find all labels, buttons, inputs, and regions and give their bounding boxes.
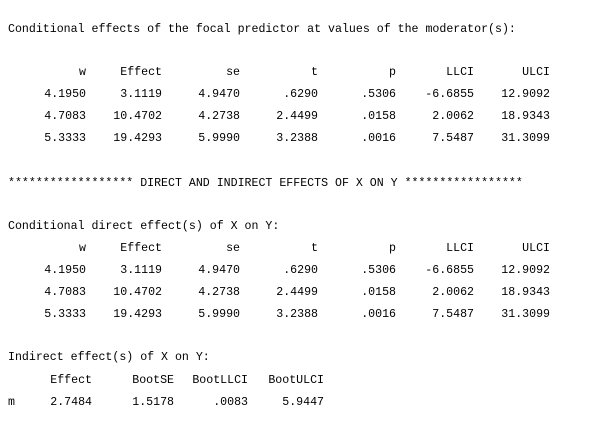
cell: 4.2738: [198, 286, 240, 299]
cell: 12.9092: [501, 88, 550, 101]
cell: 2.0062: [432, 110, 474, 123]
column-header: p: [389, 66, 396, 79]
cell: -6.6855: [425, 264, 474, 277]
cell: -6.6855: [425, 88, 474, 101]
cell: 7.5487: [432, 132, 474, 145]
cell: 3.1119: [120, 264, 162, 277]
column-header: t: [311, 242, 318, 255]
cell: 4.9470: [198, 88, 240, 101]
cell: .0083: [213, 396, 248, 409]
column-header: BootULCI: [268, 374, 324, 387]
column-header: se: [226, 66, 240, 79]
column-header: w: [79, 66, 86, 79]
cell: 2.4499: [276, 110, 318, 123]
column-header: Effect: [120, 242, 162, 255]
column-header: se: [226, 242, 240, 255]
cell: 10.4702: [113, 286, 162, 299]
cell: 2.4499: [276, 286, 318, 299]
cell: 5.9990: [198, 308, 240, 321]
column-header: Effect: [50, 374, 92, 387]
cell: 7.5487: [432, 308, 474, 321]
cell: 3.2388: [276, 132, 318, 145]
cell: 31.3099: [501, 132, 550, 145]
cell: .0158: [361, 110, 396, 123]
row-label: m: [8, 396, 15, 409]
cell: 2.0062: [432, 286, 474, 299]
cell: 19.4293: [113, 132, 162, 145]
section-title: Conditional direct effect(s) of X on Y:: [8, 220, 280, 233]
cell: 4.7083: [44, 286, 86, 299]
cell: .0016: [361, 132, 396, 145]
column-header: Effect: [120, 66, 162, 79]
column-header: LLCI: [446, 242, 474, 255]
cell: 31.3099: [501, 308, 550, 321]
section-title: Conditional effects of the focal predict…: [8, 23, 516, 36]
column-header: p: [389, 242, 396, 255]
cell: 4.9470: [198, 264, 240, 277]
cell: 19.4293: [113, 308, 162, 321]
divider: ****************** DIRECT AND INDIRECT E…: [8, 177, 523, 190]
cell: 10.4702: [113, 110, 162, 123]
cell: 3.1119: [120, 88, 162, 101]
cell: 1.5178: [132, 396, 174, 409]
cell: 12.9092: [501, 264, 550, 277]
cell: 18.9343: [501, 286, 550, 299]
cell: .5306: [361, 264, 396, 277]
cell: .6290: [283, 88, 318, 101]
section-title: Indirect effect(s) of X on Y:: [8, 351, 210, 364]
column-header: BootSE: [132, 374, 174, 387]
cell: 5.3333: [44, 308, 86, 321]
cell: 18.9343: [501, 110, 550, 123]
cell: 4.1950: [44, 88, 86, 101]
column-header: BootLLCI: [192, 374, 248, 387]
cell: 4.7083: [44, 110, 86, 123]
cell: 5.9990: [198, 132, 240, 145]
column-header: t: [311, 66, 318, 79]
cell: 4.2738: [198, 110, 240, 123]
cell: .0016: [361, 308, 396, 321]
column-header: LLCI: [446, 66, 474, 79]
cell: .0158: [361, 286, 396, 299]
cell: 2.7484: [50, 396, 92, 409]
column-header: w: [79, 242, 86, 255]
column-header: ULCI: [522, 242, 550, 255]
cell: 5.3333: [44, 132, 86, 145]
cell: .5306: [361, 88, 396, 101]
cell: .6290: [283, 264, 318, 277]
cell: 3.2388: [276, 308, 318, 321]
column-header: ULCI: [522, 66, 550, 79]
cell: 5.9447: [282, 396, 324, 409]
cell: 4.1950: [44, 264, 86, 277]
